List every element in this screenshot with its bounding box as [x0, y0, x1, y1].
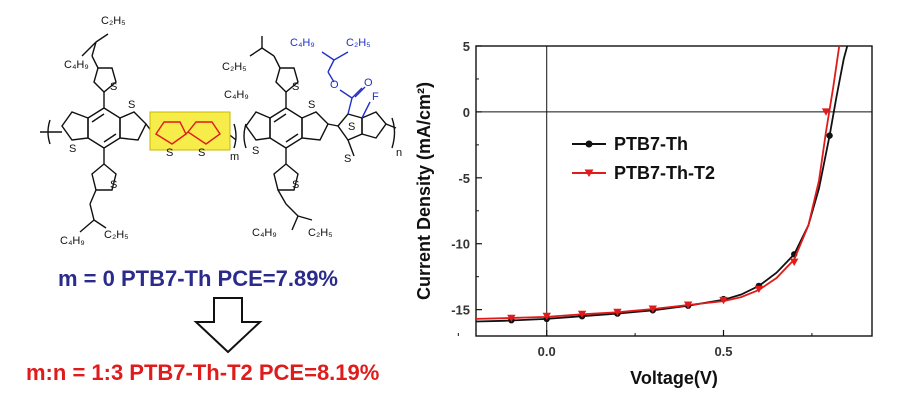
down-arrow-icon	[193, 297, 263, 354]
label-s-bdt-right-1: S	[128, 99, 135, 111]
side-thiophene-bottom-1	[91, 163, 117, 191]
label-c4h9-bottom-2: C₄H₉	[252, 227, 277, 239]
bdt-thiophene-right-1	[119, 111, 147, 141]
series-ptb7-th-t2	[476, 46, 841, 323]
jv-chart: 0.0 0.5 5 0 -5 -10 -15 Voltage(V) Current Den…	[414, 39, 873, 388]
label-s-side-top-1: S	[110, 81, 117, 93]
label-s-tt-1: S	[348, 121, 355, 133]
data-point	[754, 285, 764, 294]
label-o-ester-double: O	[364, 77, 373, 89]
zero-lines	[476, 46, 872, 336]
side-thiophene-bottom-2	[273, 163, 299, 191]
x-tick-label: 0.5	[714, 344, 732, 359]
series-layer	[476, 46, 849, 324]
x-tick-label: 0.0	[538, 344, 556, 359]
legend-label-ptb7-th-t2: PTB7-Th-T2	[614, 163, 715, 183]
data-point	[613, 308, 622, 317]
bracket-n	[391, 117, 396, 149]
label-s-side-top-2: S	[292, 81, 299, 93]
caption-new-polymer: m:n = 1:3 PTB7-Th-T2 PCE=8.19%	[26, 360, 380, 385]
bithiophene-unit	[155, 121, 221, 145]
label-s-bithiophene-1: S	[166, 147, 173, 159]
data-point	[719, 296, 728, 305]
y-tick-label: -15	[451, 303, 470, 318]
label-subscript-m: m	[230, 151, 239, 163]
side-thiophene-top-1	[93, 67, 117, 93]
series-line	[476, 46, 849, 323]
y-axis-title: Current Density (mA/cm²)	[414, 82, 434, 300]
label-s-bdt-right-2: S	[308, 99, 315, 111]
bdt-thiophene-left-2	[245, 111, 271, 141]
legend-marker-ptb7-th-t2	[584, 169, 594, 177]
data-point	[542, 312, 551, 321]
label-f: F	[372, 91, 379, 103]
label-s-bdt-left-2: S	[252, 145, 259, 157]
label-c4h9-top-2: C₄H₉	[224, 89, 249, 101]
bracket-m	[233, 123, 237, 149]
legend-marker-ptb7-th	[585, 140, 593, 148]
x-tick-labels: 0.0 0.5	[538, 344, 733, 359]
bdt-thiophene-right-2	[301, 111, 329, 141]
label-s-side-bottom-2: S	[292, 179, 299, 191]
label-c2h5-bottom-1: C₂H₅	[104, 229, 129, 241]
plot-frame	[475, 45, 873, 337]
label-s-side-bottom-1: S	[110, 179, 117, 191]
label-c2h5-bottom-2: C₂H₅	[308, 227, 333, 239]
series-line	[476, 46, 841, 320]
label-subscript-n: n	[396, 147, 402, 159]
label-c4h9-ester: C₄H₉	[290, 37, 315, 49]
legend: PTB7-Th PTB7-Th-T2	[572, 134, 715, 183]
x-axis-title: Voltage(V)	[630, 368, 718, 388]
data-point	[577, 310, 587, 319]
side-thiophene-top-2	[275, 67, 299, 93]
caption-reference-polymer: m = 0 PTB7-Th PCE=7.89%	[58, 266, 338, 291]
y-tick-label: 5	[463, 39, 470, 54]
label-o-ester-single: O	[330, 79, 339, 91]
data-point	[790, 258, 799, 266]
legend-label-ptb7-th: PTB7-Th	[614, 134, 688, 154]
label-c2h5-top-1: C₂H₅	[101, 15, 126, 27]
y-tick-label: -10	[451, 237, 470, 252]
y-tick-label: 0	[463, 105, 470, 120]
label-s-tt-2: S	[344, 153, 351, 165]
label-s-bithiophene-2: S	[198, 147, 205, 159]
y-tick-labels: 5 0 -5 -10 -15	[451, 39, 470, 318]
label-s-bdt-left-1: S	[69, 143, 76, 155]
polymer-structure: C₂H₅ C₄H₉ S S S S C₄H₉ C₂H₅ S S m C₂H₅ C…	[40, 15, 402, 247]
y-tick-label: -5	[458, 171, 470, 186]
data-point	[826, 132, 833, 139]
label-c4h9-top-1: C₄H₉	[64, 59, 89, 71]
data-point	[821, 108, 831, 116]
data-point	[507, 314, 516, 323]
bdt-thiophene-left-1	[61, 111, 89, 141]
data-point	[683, 301, 693, 309]
label-c2h5-ester: C₂H₅	[346, 37, 371, 49]
label-c2h5-top-2: C₂H₅	[222, 61, 247, 73]
bithiophene-highlight	[149, 111, 231, 151]
thienothiophene-b	[361, 111, 387, 139]
ester-group	[321, 51, 366, 115]
label-c4h9-bottom-1: C₄H₉	[60, 235, 85, 247]
data-point	[648, 305, 657, 313]
